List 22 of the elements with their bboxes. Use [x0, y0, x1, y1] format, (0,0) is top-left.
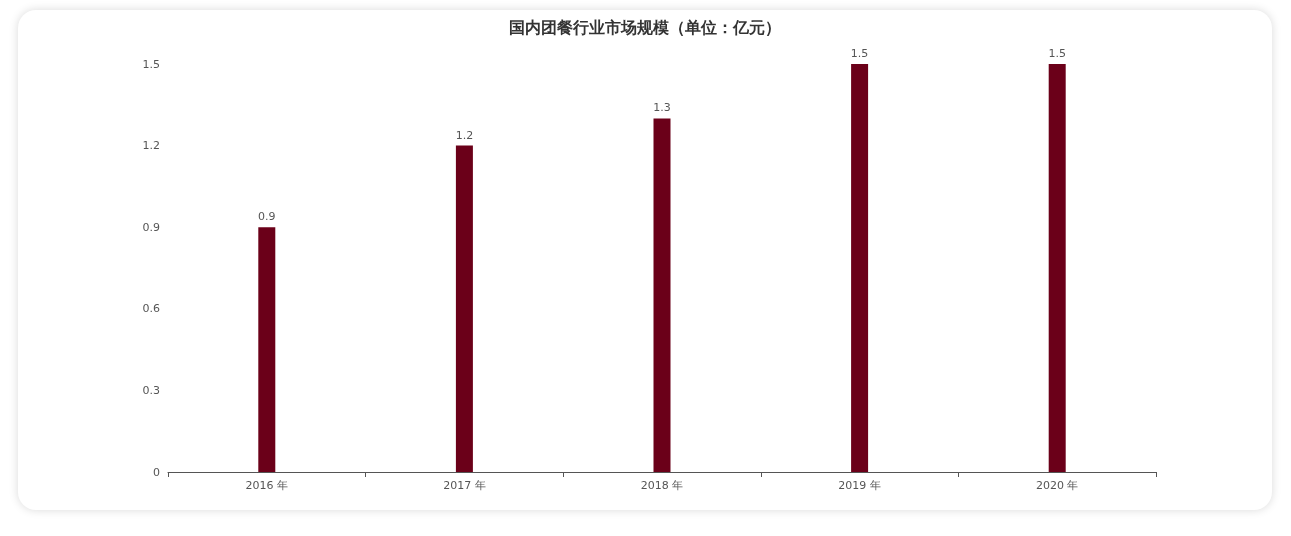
x-tick-label: 2017 年: [443, 479, 486, 492]
bar: [455, 145, 473, 472]
data-label: 1.2: [455, 128, 474, 142]
x-tick-label: 2020 年: [1035, 479, 1079, 492]
x-tick-label: 2016 年: [245, 479, 289, 492]
y-tick-label: 0.6: [142, 302, 160, 316]
y-tick-label: 1.2: [142, 139, 160, 153]
y-tick-label: 1.5: [142, 57, 160, 71]
x-tick-label: 2019 年: [838, 479, 881, 492]
data-label: 0.9: [258, 210, 276, 224]
chart-title: 国内团餐行业市场规模（单位：亿元）: [509, 17, 781, 37]
data-label: 1.3: [653, 101, 671, 115]
bar: [258, 227, 276, 472]
data-label: 1.5: [1048, 47, 1066, 60]
data-label: 1.5: [850, 47, 869, 60]
x-tick-label: 2018 年: [640, 479, 684, 492]
y-tick-label: 0: [153, 465, 160, 479]
bar: [1048, 64, 1066, 472]
bar: [851, 64, 869, 472]
y-tick-label: 0.9: [142, 220, 160, 234]
bar: [653, 118, 671, 472]
y-tick-label: 0.3: [142, 383, 160, 397]
